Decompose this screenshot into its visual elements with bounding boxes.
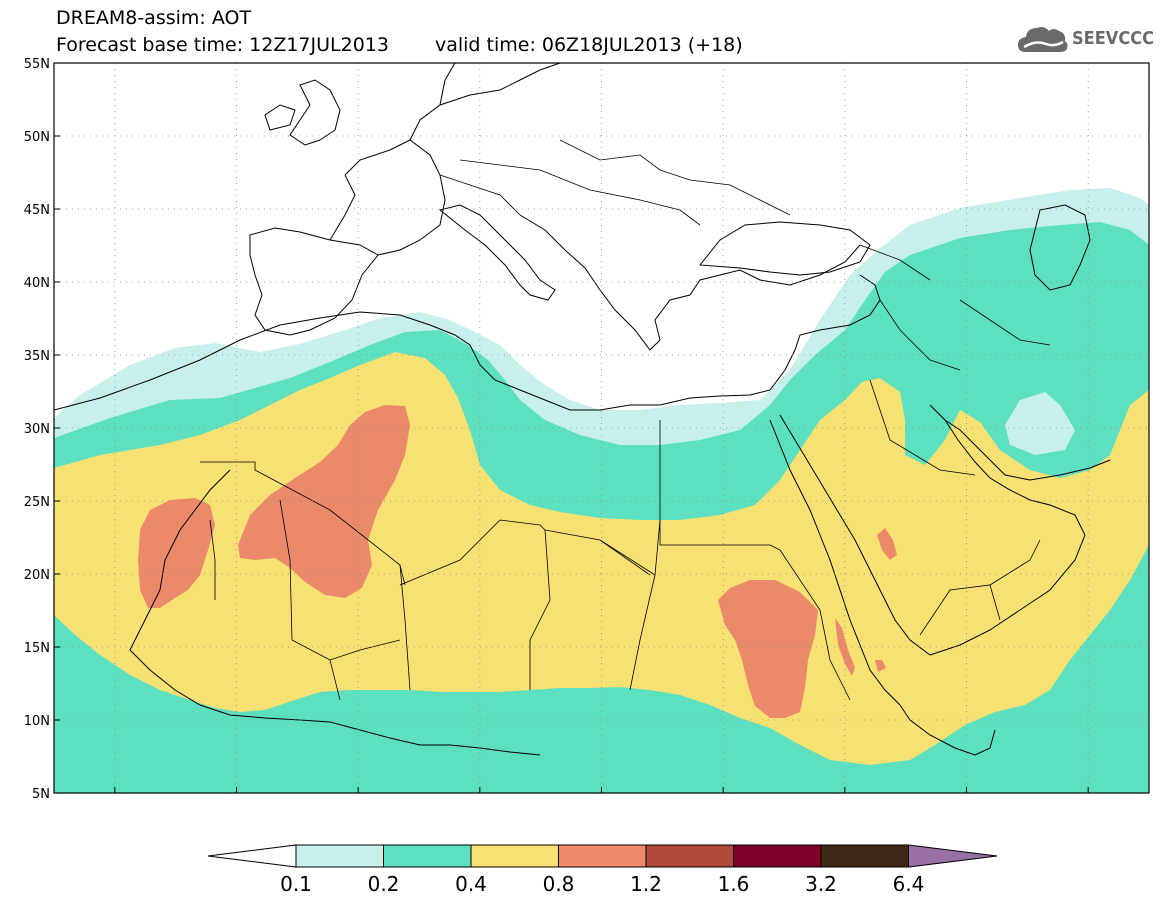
colorbar-segment bbox=[558, 844, 647, 868]
lat-tick-label: 5N bbox=[32, 787, 50, 800]
cloud-icon bbox=[1018, 27, 1068, 52]
lat-tick-label: 40N bbox=[24, 276, 50, 291]
colorbar-level-label: 0.1 bbox=[280, 872, 312, 896]
colorbar-over-arrow bbox=[908, 844, 998, 868]
lat-tick-label: 35N bbox=[24, 349, 50, 364]
colorbar-segment bbox=[383, 844, 472, 868]
axis-ticks: 20W10W010E20E30E40E50E60E5N10N15N20N25N3… bbox=[24, 57, 1089, 800]
lat-tick-label: 20N bbox=[24, 568, 50, 583]
colorbar-level-label: 0.2 bbox=[368, 872, 400, 896]
aot-map: 20W10W010E20E30E40E50E60E5N10N15N20N25N3… bbox=[24, 57, 1150, 800]
lat-tick-label: 45N bbox=[24, 203, 50, 218]
lat-tick-label: 55N bbox=[24, 57, 50, 72]
colorbar-segment bbox=[470, 844, 559, 868]
map-title: DREAM8-assim: AOT bbox=[56, 7, 252, 29]
lat-tick-label: 25N bbox=[24, 495, 50, 510]
colorbar-level-label: 6.4 bbox=[893, 872, 925, 896]
lat-tick-label: 30N bbox=[24, 422, 50, 437]
aot-contour-0.8 bbox=[138, 405, 897, 718]
forecast-times: Forecast base time: 12Z17JUL2013 valid ti… bbox=[56, 36, 743, 55]
colorbar-level-label: 1.2 bbox=[630, 872, 662, 896]
colorbar-segment bbox=[295, 844, 384, 868]
seevccc-logo: SEEVCCC bbox=[1016, 20, 1156, 60]
valid-time: valid time: 06Z18JUL2013 (+18) bbox=[434, 34, 743, 56]
colorbar-level-label: 0.4 bbox=[455, 872, 487, 896]
colorbar-level-label: 3.2 bbox=[805, 872, 837, 896]
colorbar-segment bbox=[645, 844, 734, 868]
lat-tick-label: 50N bbox=[24, 130, 50, 145]
lat-tick-label: 15N bbox=[24, 641, 50, 656]
country-borders bbox=[200, 139, 1051, 701]
lat-tick-label: 10N bbox=[24, 714, 50, 729]
logo-text: SEEVCCC bbox=[1072, 28, 1154, 49]
colorbar-level-label: 1.6 bbox=[718, 872, 750, 896]
colorbar-under-arrow bbox=[207, 844, 297, 868]
base-time: Forecast base time: 12Z17JUL2013 bbox=[56, 34, 389, 56]
colorbar-segment bbox=[820, 844, 909, 868]
colorbar-level-label: 0.8 bbox=[543, 872, 575, 896]
grid bbox=[54, 63, 1149, 793]
colorbar-segment bbox=[733, 844, 822, 868]
coastlines bbox=[54, 63, 1111, 756]
